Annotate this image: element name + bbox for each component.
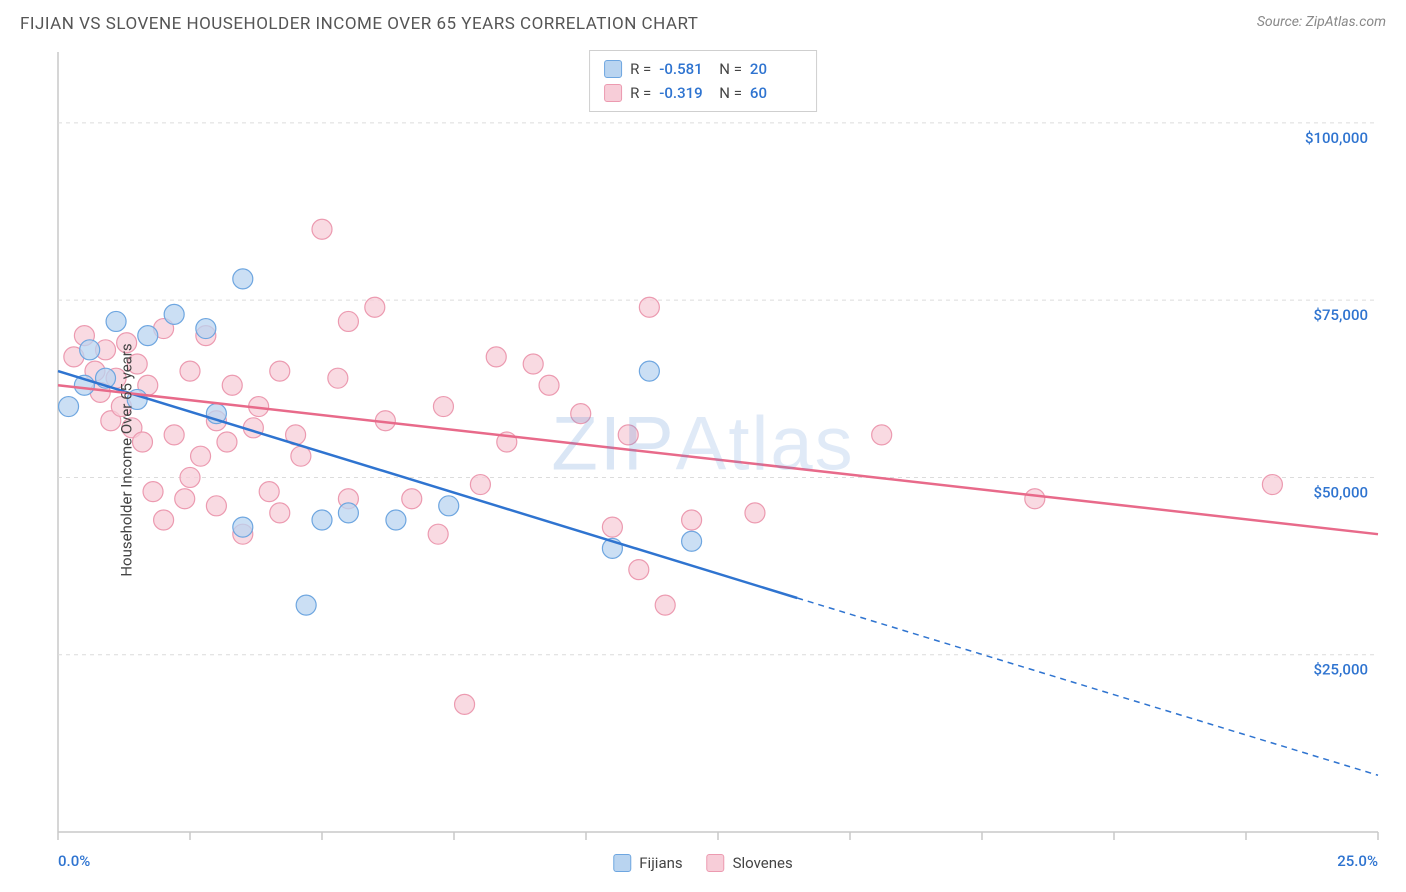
chart-title: FIJIAN VS SLOVENE HOUSEHOLDER INCOME OVE… (20, 14, 698, 34)
swatch-icon (604, 84, 622, 102)
stats-row-fijians: R = -0.581 N = 20 (604, 57, 802, 81)
swatch-icon (707, 854, 725, 872)
r-label: R = (630, 81, 651, 105)
stats-row-slovenes: R = -0.319 N = 60 (604, 81, 802, 105)
r-label: R = (630, 57, 651, 81)
legend-label: Fijians (639, 854, 682, 872)
r-value: -0.319 (659, 81, 711, 105)
series-legend: Fijians Slovenes (613, 854, 792, 872)
legend-item-slovenes: Slovenes (707, 854, 793, 872)
chart-container: Householder Income Over 65 years ZIPAtla… (20, 48, 1386, 872)
source-attribution: Source: ZipAtlas.com (1257, 14, 1386, 30)
legend-label: Slovenes (733, 854, 793, 872)
n-value: 20 (750, 57, 802, 81)
stats-legend: R = -0.581 N = 20 R = -0.319 N = 60 (589, 50, 817, 112)
svg-text:$25,000: $25,000 (1313, 661, 1368, 679)
svg-text:$100,000: $100,000 (1305, 129, 1368, 147)
svg-text:$50,000: $50,000 (1313, 483, 1368, 501)
swatch-icon (613, 854, 631, 872)
legend-item-fijians: Fijians (613, 854, 682, 872)
swatch-icon (604, 60, 622, 78)
scatter-chart: $25,000 $50,000 $75,000 $100,000 (20, 48, 1386, 872)
n-label: N = (719, 81, 742, 105)
x-axis-max-label: 25.0% (1337, 852, 1378, 870)
y-axis-label: Householder Income Over 65 years (118, 343, 136, 576)
r-value: -0.581 (659, 57, 711, 81)
n-value: 60 (750, 81, 802, 105)
n-label: N = (719, 57, 742, 81)
x-axis-min-label: 0.0% (58, 852, 90, 870)
svg-text:$75,000: $75,000 (1313, 306, 1368, 324)
